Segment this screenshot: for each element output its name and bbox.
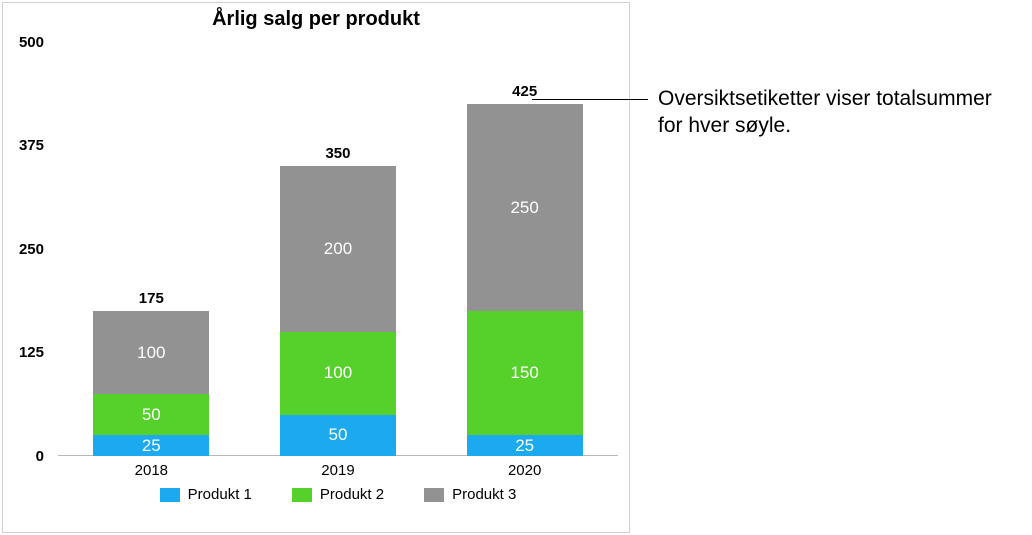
legend-item: Produkt 1 [160, 486, 252, 503]
bar-total-label: 175 [93, 290, 209, 307]
y-tick-label: 375 [0, 137, 44, 154]
bar-total-label: 425 [467, 83, 583, 100]
legend-item: Produkt 3 [424, 486, 516, 503]
y-tick-label: 0 [0, 448, 44, 465]
y-tick-label: 500 [0, 34, 44, 51]
bar-segment: 100 [93, 311, 209, 394]
bar-segment: 25 [467, 435, 583, 456]
callout-line [532, 99, 648, 100]
bar-segment: 250 [467, 104, 583, 311]
y-tick-label: 125 [0, 344, 44, 361]
bar-segment: 100 [280, 332, 396, 415]
legend-label: Produkt 3 [452, 486, 516, 503]
bar-segment: 200 [280, 166, 396, 332]
legend-swatch [292, 488, 312, 502]
x-tick-label: 2019 [245, 462, 432, 479]
legend-label: Produkt 1 [188, 486, 252, 503]
legend-swatch [424, 488, 444, 502]
bar-segment: 50 [93, 394, 209, 435]
legend: Produkt 1 Produkt 2 Produkt 3 [58, 486, 618, 503]
chart-title: Årlig salg per produkt [2, 8, 630, 31]
legend-swatch [160, 488, 180, 502]
x-tick-label: 2018 [58, 462, 245, 479]
bar-segment: 150 [467, 311, 583, 435]
bar-segment: 25 [93, 435, 209, 456]
bar-group: 25150250425 [467, 104, 583, 456]
bar-group: 2550100175 [93, 311, 209, 456]
bar-segment: 50 [280, 415, 396, 456]
bar-group: 50100200350 [280, 166, 396, 456]
callout-text: Oversiktsetiketter viser totalsummer for… [658, 85, 1022, 140]
legend-label: Produkt 2 [320, 486, 384, 503]
bar-total-label: 350 [280, 145, 396, 162]
y-tick-label: 250 [0, 241, 44, 258]
legend-item: Produkt 2 [292, 486, 384, 503]
x-tick-label: 2020 [431, 462, 618, 479]
